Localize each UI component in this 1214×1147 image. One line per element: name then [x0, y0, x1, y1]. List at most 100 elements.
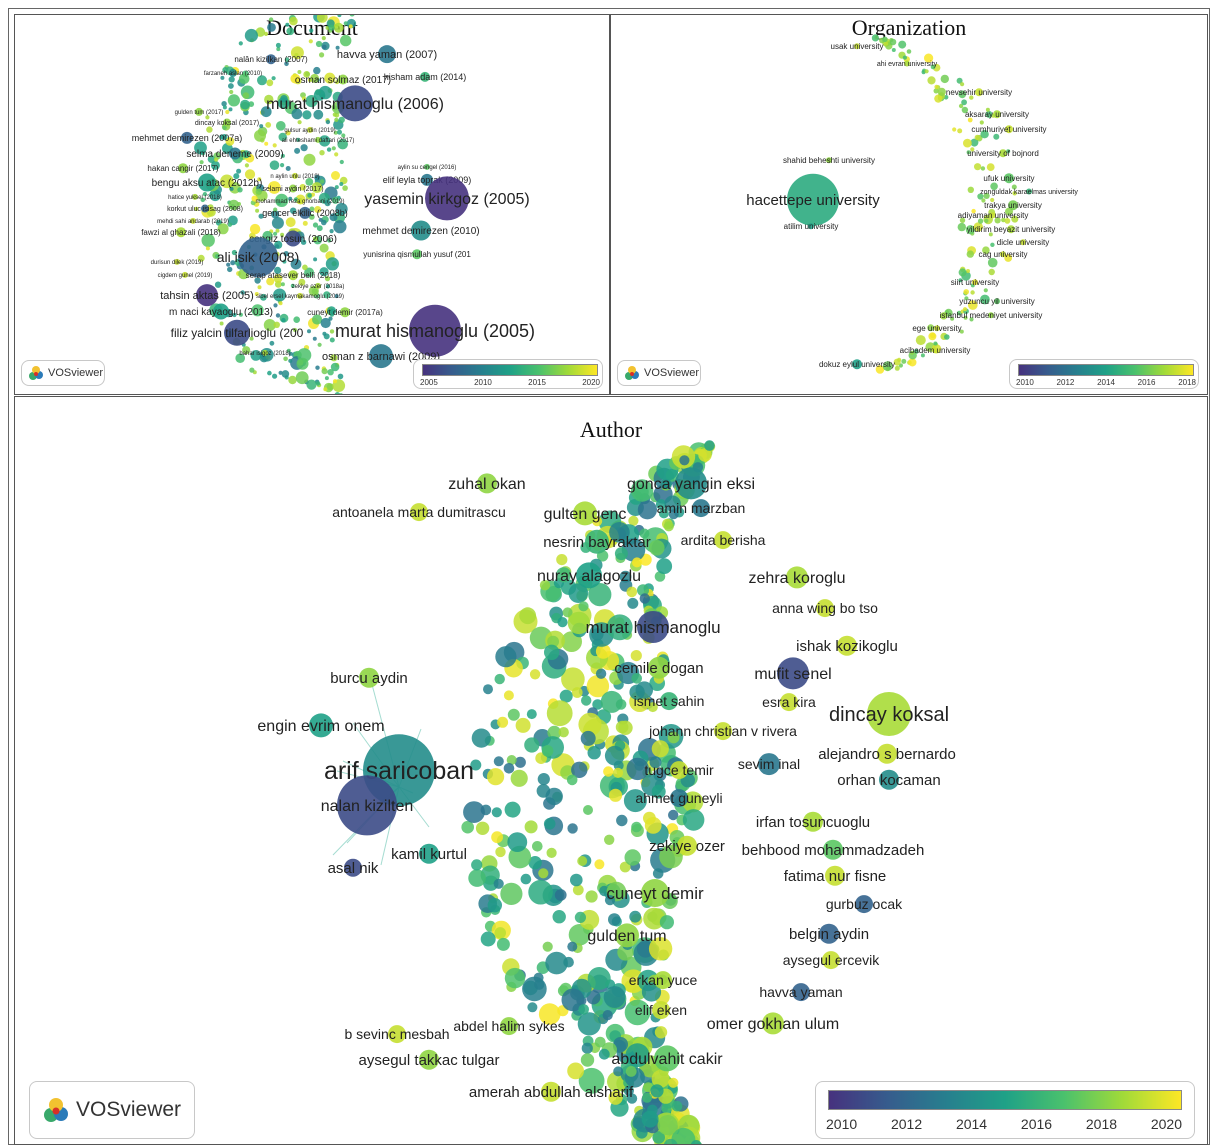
network-node[interactable] [319, 267, 329, 277]
network-node[interactable] [293, 316, 301, 324]
network-node[interactable] [993, 133, 1000, 140]
network-node[interactable] [961, 99, 967, 106]
network-node[interactable] [988, 268, 995, 276]
network-node[interactable] [568, 924, 591, 946]
network-node[interactable] [592, 699, 603, 710]
network-node[interactable] [581, 1042, 593, 1054]
network-node[interactable] [273, 274, 283, 283]
network-node[interactable] [982, 246, 990, 254]
network-node[interactable] [631, 673, 642, 684]
labeled-node[interactable] [337, 85, 373, 122]
network-node[interactable] [290, 73, 301, 84]
network-node[interactable] [520, 873, 532, 885]
network-node[interactable] [242, 346, 251, 355]
network-node[interactable] [667, 731, 680, 744]
network-node[interactable] [503, 763, 515, 774]
network-node[interactable] [668, 509, 679, 520]
network-node[interactable] [266, 277, 275, 286]
network-node[interactable] [969, 317, 974, 322]
network-node[interactable] [526, 709, 537, 720]
network-node[interactable] [324, 376, 329, 381]
network-node[interactable] [507, 708, 520, 721]
labeled-node[interactable] [420, 71, 430, 82]
network-node[interactable] [609, 522, 630, 543]
network-node[interactable] [303, 71, 311, 78]
labeled-node[interactable] [660, 692, 678, 711]
network-node[interactable] [613, 1066, 624, 1077]
network-node[interactable] [226, 262, 231, 267]
network-node[interactable] [494, 673, 505, 685]
network-node[interactable] [334, 112, 340, 118]
labeled-node[interactable] [786, 566, 808, 589]
network-node[interactable] [337, 15, 342, 18]
network-node[interactable] [538, 1003, 561, 1025]
labeled-node[interactable] [315, 282, 321, 289]
labeled-node[interactable] [477, 473, 497, 494]
network-node[interactable] [639, 528, 650, 539]
labeled-node[interactable] [654, 971, 672, 990]
network-node[interactable] [616, 814, 628, 827]
network-node[interactable] [556, 554, 568, 566]
network-node[interactable] [537, 773, 550, 786]
labeled-node[interactable] [816, 599, 834, 618]
network-node[interactable] [528, 879, 553, 905]
network-node[interactable] [229, 89, 234, 95]
network-node[interactable] [281, 370, 290, 378]
network-node[interactable] [985, 110, 993, 118]
network-node[interactable] [594, 859, 605, 870]
network-node[interactable] [254, 292, 259, 296]
network-node[interactable] [552, 910, 566, 924]
network-node[interactable] [319, 52, 325, 58]
network-node[interactable] [604, 834, 615, 845]
labeled-node[interactable] [585, 529, 609, 554]
network-node[interactable] [335, 80, 339, 85]
network-node[interactable] [207, 155, 216, 164]
network-node[interactable] [542, 941, 553, 952]
labeled-node[interactable] [934, 325, 940, 332]
network-node[interactable] [891, 48, 896, 52]
labeled-node[interactable] [192, 193, 198, 200]
network-node[interactable] [273, 288, 287, 302]
network-node[interactable] [985, 107, 990, 112]
network-node[interactable] [242, 92, 250, 99]
labeled-node[interactable] [780, 693, 798, 712]
network-node[interactable] [570, 873, 583, 887]
labeled-node[interactable] [190, 217, 196, 224]
network-node[interactable] [284, 57, 290, 62]
network-node[interactable] [528, 856, 542, 870]
network-node[interactable] [273, 207, 278, 212]
network-node[interactable] [545, 787, 563, 806]
network-node[interactable] [264, 141, 269, 146]
labeled-node[interactable] [692, 499, 710, 518]
network-node[interactable] [297, 70, 302, 74]
network-node[interactable] [668, 1077, 679, 1088]
labeled-node[interactable] [1026, 188, 1032, 195]
network-node[interactable] [349, 15, 355, 17]
network-node[interactable] [625, 1043, 650, 1068]
network-node[interactable] [639, 593, 650, 604]
network-node[interactable] [311, 182, 323, 193]
network-node[interactable] [532, 841, 543, 852]
network-node[interactable] [547, 725, 562, 740]
network-node[interactable] [280, 95, 288, 103]
network-node[interactable] [283, 356, 288, 362]
network-node[interactable] [217, 223, 229, 235]
network-node[interactable] [209, 192, 214, 197]
author-network[interactable]: zuhal okan gonca yangin eksi antoanela mar… [15, 397, 1208, 1145]
network-node[interactable] [627, 597, 639, 609]
network-node[interactable] [635, 681, 653, 699]
network-node[interactable] [305, 178, 314, 186]
network-node[interactable] [275, 313, 281, 318]
network-node[interactable] [471, 859, 483, 871]
network-node[interactable] [514, 756, 526, 768]
labeled-node[interactable] [338, 74, 348, 85]
network-node[interactable] [587, 746, 601, 760]
network-node[interactable] [679, 455, 690, 466]
network-node[interactable] [238, 73, 250, 84]
network-node[interactable] [595, 644, 611, 659]
network-node[interactable] [312, 222, 319, 228]
network-node[interactable] [527, 1002, 538, 1013]
network-node[interactable] [236, 168, 242, 174]
network-node[interactable] [316, 225, 323, 232]
network-node[interactable] [302, 264, 308, 271]
